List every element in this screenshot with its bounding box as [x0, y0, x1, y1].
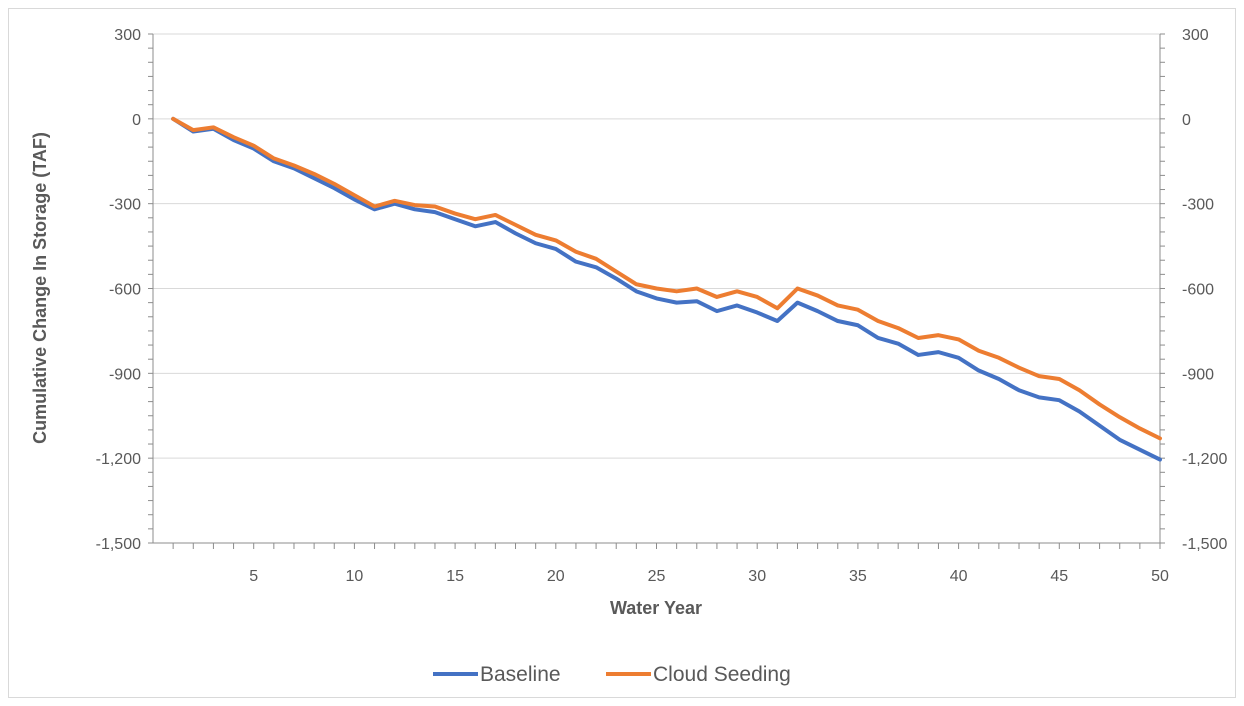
x-axis-title: Water Year	[610, 598, 702, 618]
x-tick-label: 5	[249, 568, 258, 585]
y-right-tick-label: -1,500	[1182, 536, 1227, 553]
y-right-tick-label: -1,200	[1182, 451, 1227, 468]
y-left-tick-label: -900	[109, 366, 141, 383]
legend-label-cloud-seeding: Cloud Seeding	[653, 663, 791, 686]
y-right-tick-label: 0	[1182, 112, 1191, 129]
series-line-cloud-seeding	[173, 119, 1160, 439]
x-tick-label: 50	[1151, 568, 1169, 585]
legend: Baseline Cloud Seeding	[433, 663, 791, 686]
x-tick-label: 45	[1050, 568, 1068, 585]
y-left-tick-label: -1,500	[96, 536, 141, 553]
y-left-tick-label: 0	[132, 112, 141, 129]
y-right-tick-label: -300	[1182, 197, 1214, 214]
x-tick-label: 30	[748, 568, 766, 585]
y-left-tick-label: -300	[109, 197, 141, 214]
legend-label-baseline: Baseline	[480, 663, 561, 686]
y-left-tick-label: -600	[109, 282, 141, 299]
gridlines	[153, 34, 1160, 458]
x-tick-label: 25	[648, 568, 666, 585]
x-tick-label: 40	[950, 568, 968, 585]
y-left-tick-label: -1,200	[96, 451, 141, 468]
x-tick-label: 10	[346, 568, 364, 585]
x-axis-ticks: 5 10 15 20 25 30 35 40 45 50	[173, 543, 1169, 585]
y-right-tick-label: -900	[1182, 366, 1214, 383]
y-axis-left-ticks: 300 0 -300 -600 -900 -1,200 -1,500	[96, 27, 141, 553]
y-right-tick-label: 300	[1182, 27, 1209, 44]
y-axis-right-ticks: 300 0 -300 -600 -900 -1,200 -1,500	[1182, 27, 1227, 553]
x-tick-label: 20	[547, 568, 565, 585]
y-right-tick-label: -600	[1182, 282, 1214, 299]
x-tick-label: 15	[446, 568, 464, 585]
series-layer	[173, 119, 1160, 460]
x-tick-label: 35	[849, 568, 867, 585]
y-left-tick-label: 300	[114, 27, 141, 44]
y-axis-title: Cumulative Change In Storage (TAF)	[30, 132, 50, 444]
